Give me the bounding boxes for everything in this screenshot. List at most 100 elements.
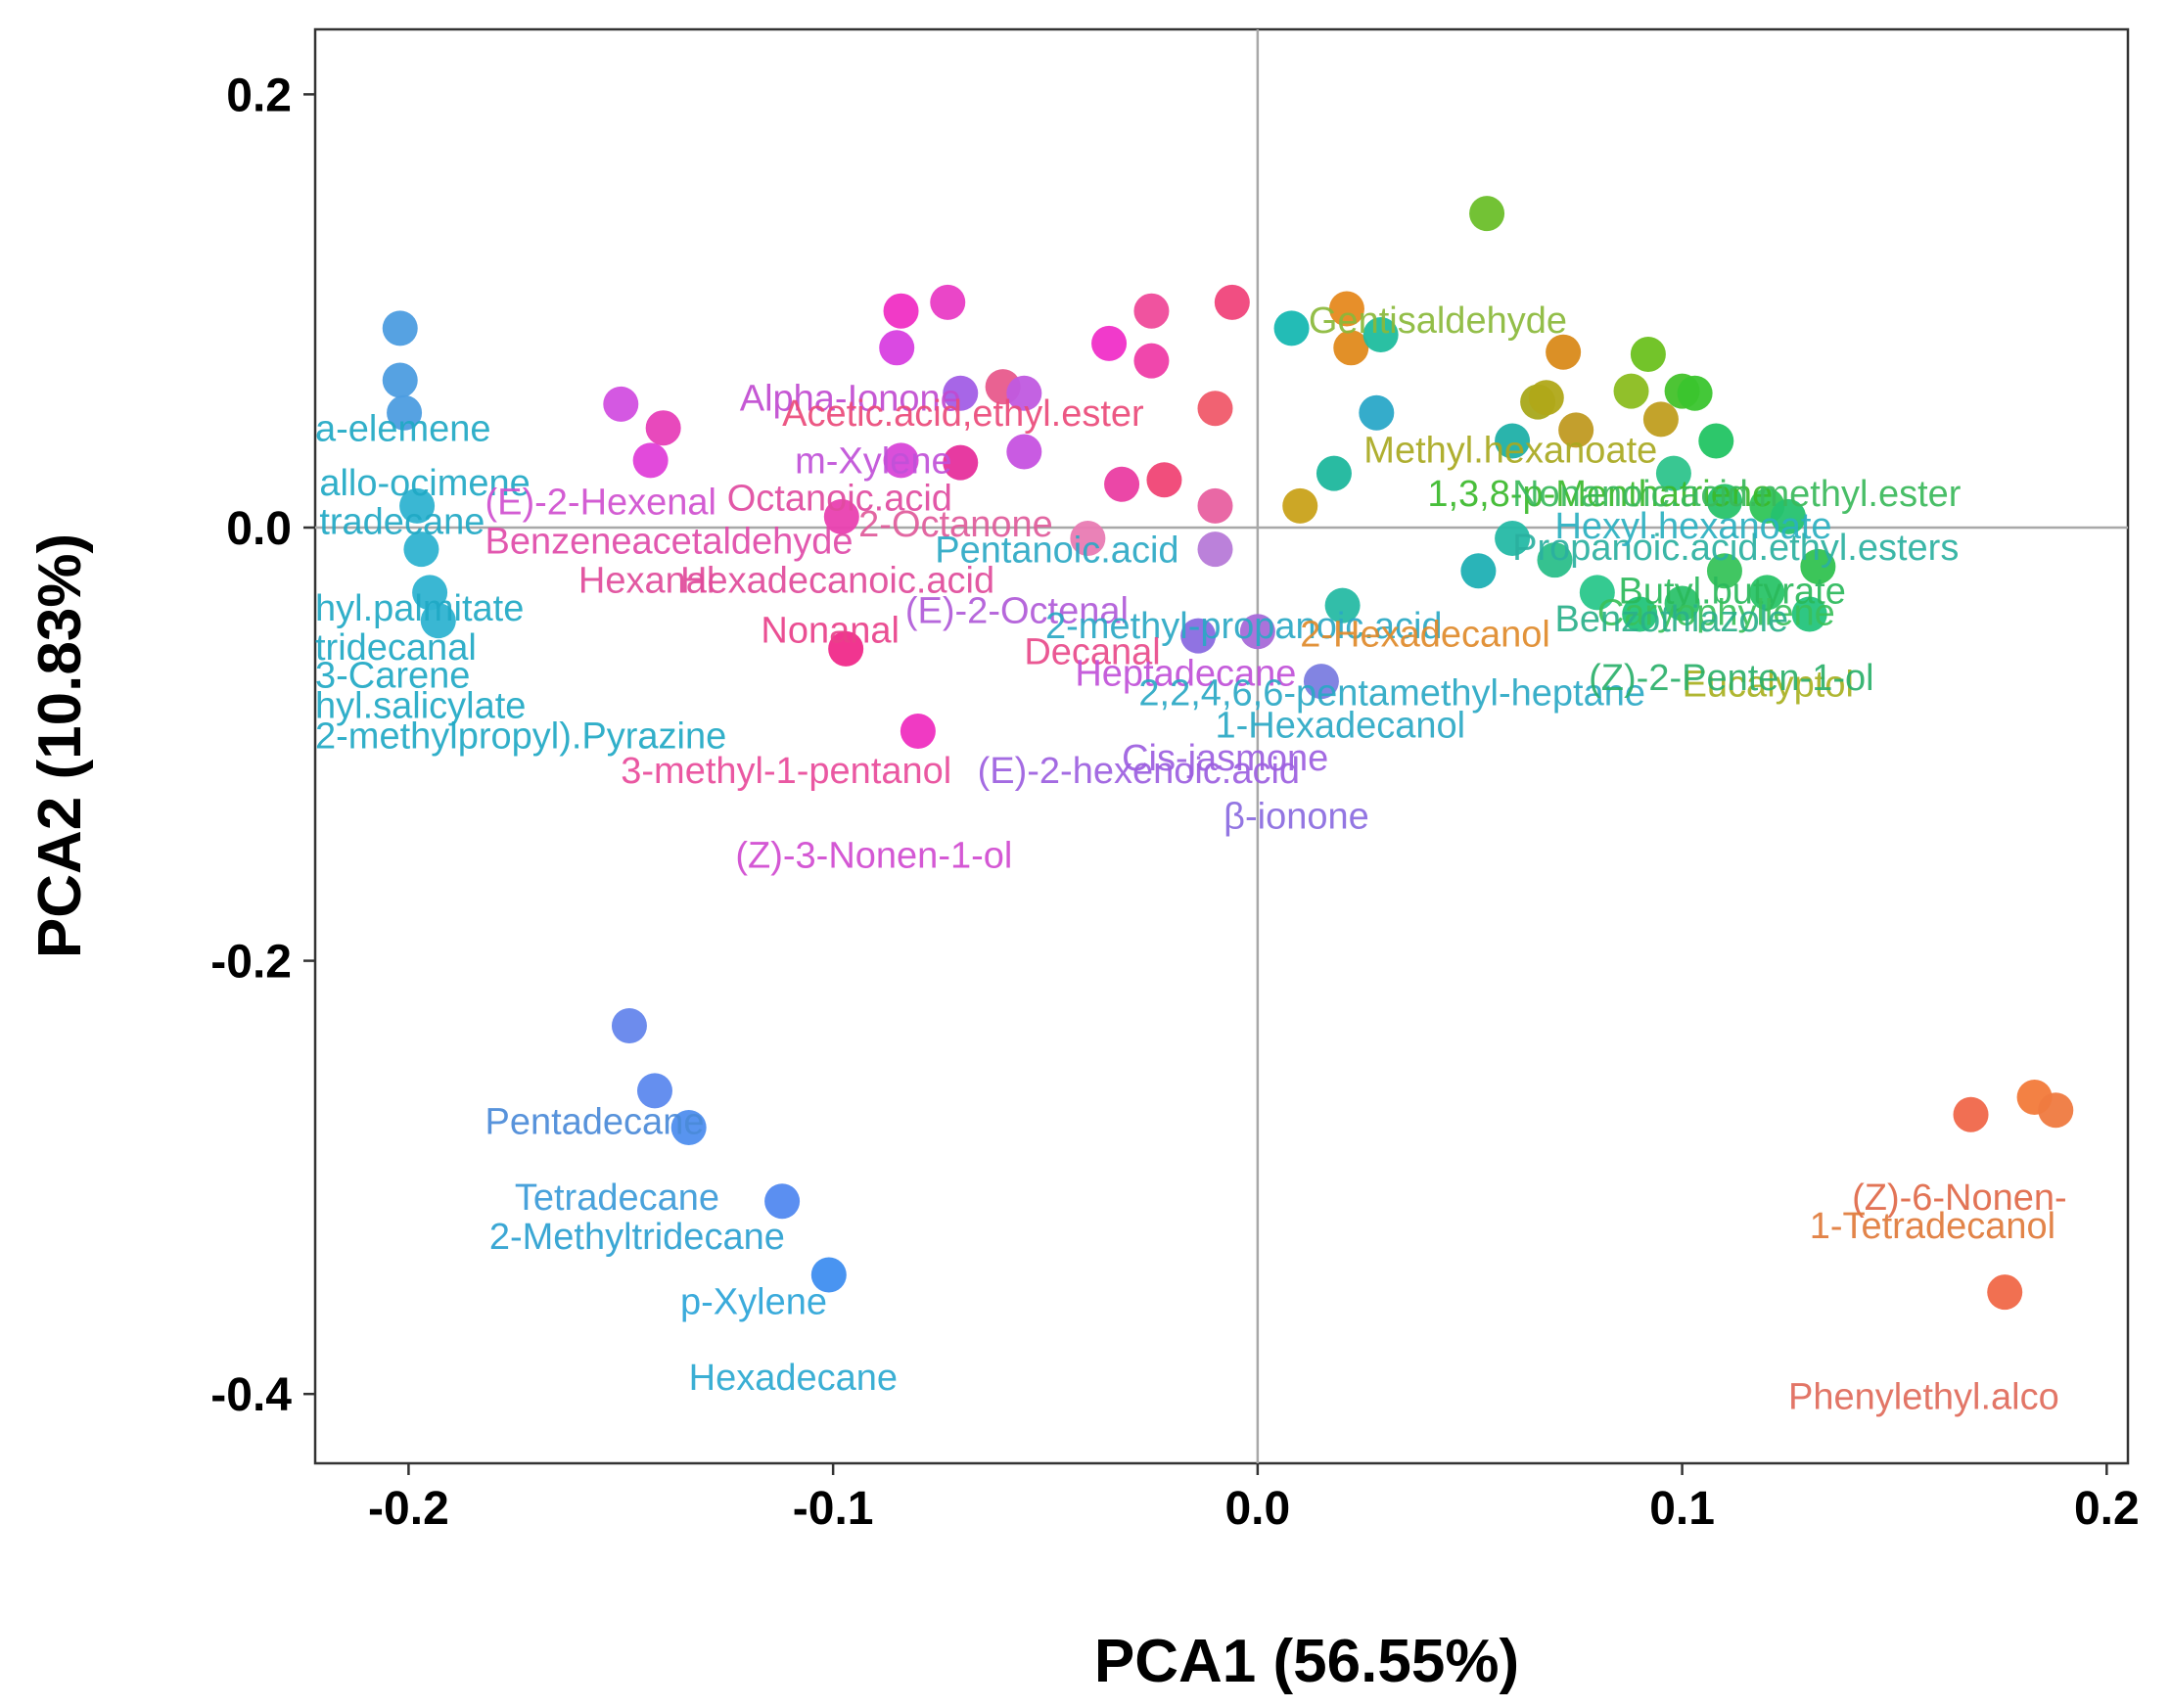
data-point bbox=[943, 444, 979, 481]
data-point bbox=[1197, 391, 1233, 427]
data-point bbox=[1706, 553, 1742, 589]
data-point bbox=[420, 603, 456, 639]
point-label: 2-methylpropyl).Pyrazine bbox=[315, 716, 726, 758]
point-label: Gentisaldehyde bbox=[1309, 300, 1567, 342]
data-point bbox=[1324, 587, 1361, 623]
data-point bbox=[1495, 423, 1531, 459]
y-axis-title: PCA2 (10.83%) bbox=[26, 533, 94, 958]
data-point bbox=[1749, 575, 1785, 611]
data-point bbox=[1070, 521, 1106, 557]
data-point bbox=[1953, 1096, 1989, 1132]
data-point bbox=[764, 1183, 801, 1220]
y-tick-label: 0.2 bbox=[226, 69, 292, 121]
point-label: Phenylethyl.alco bbox=[1788, 1377, 2059, 1418]
data-point bbox=[399, 487, 436, 524]
data-point bbox=[1642, 401, 1679, 438]
y-tick-label: 0.0 bbox=[226, 503, 292, 555]
point-label: 2-Hexadecanol bbox=[1300, 615, 1550, 656]
point-label: m-Xylene bbox=[795, 441, 952, 483]
data-point bbox=[1460, 553, 1497, 589]
data-point bbox=[1328, 291, 1364, 327]
data-point bbox=[1333, 330, 1369, 366]
point-label: 1-Hexadecanol bbox=[1215, 706, 1465, 747]
point-label: 3-methyl-1-pentanol bbox=[621, 751, 951, 792]
data-point bbox=[879, 330, 915, 366]
point-label: Methyl.hexanoate bbox=[1363, 431, 1657, 472]
point-label: Tetradecane bbox=[515, 1177, 719, 1219]
point-label: hyl.palmitate bbox=[315, 588, 524, 629]
data-point bbox=[1303, 664, 1339, 700]
point-label: Hexanal bbox=[578, 560, 715, 601]
data-point bbox=[412, 575, 448, 611]
x-axis-title: PCA1 (56.55%) bbox=[1094, 1628, 1519, 1695]
x-tick-label: 0.2 bbox=[2074, 1483, 2140, 1535]
data-point bbox=[1495, 521, 1531, 557]
data-point bbox=[1197, 487, 1233, 524]
point-label: Caryophyllene bbox=[1597, 593, 1835, 634]
data-point bbox=[1706, 484, 1742, 520]
data-point bbox=[1771, 498, 1807, 534]
point-label: p-Xylene bbox=[680, 1281, 827, 1322]
data-point bbox=[1359, 394, 1395, 431]
point-label: Heptadecane bbox=[1075, 654, 1296, 695]
data-point bbox=[1316, 455, 1352, 491]
point-label: (Z)-6-Nonen- bbox=[1852, 1177, 2067, 1219]
point-label: (Z)-2-Penten-1-ol bbox=[1589, 658, 1873, 699]
data-point bbox=[1791, 596, 1827, 632]
data-point bbox=[1698, 423, 1734, 459]
data-point bbox=[1362, 317, 1399, 353]
data-point bbox=[1197, 531, 1233, 568]
data-point bbox=[1239, 614, 1275, 650]
point-label: (E)-2-hexenoic.acid bbox=[978, 751, 1300, 792]
data-point bbox=[883, 293, 919, 329]
data-point bbox=[1655, 455, 1691, 491]
data-point bbox=[810, 1257, 847, 1293]
data-point bbox=[1677, 375, 1713, 411]
data-point bbox=[1622, 596, 1658, 632]
point-label: 2-methyl-propanoic.acid bbox=[1045, 606, 1443, 647]
data-point bbox=[636, 1073, 672, 1109]
data-point bbox=[930, 284, 966, 320]
point-label: tridecanal bbox=[315, 627, 477, 669]
data-point bbox=[1006, 434, 1042, 470]
data-point bbox=[382, 310, 418, 346]
data-point bbox=[900, 714, 936, 750]
data-point bbox=[611, 1007, 647, 1043]
data-point bbox=[382, 362, 418, 398]
data-point bbox=[2038, 1092, 2074, 1129]
point-label: Alpha-Ionone bbox=[740, 378, 961, 419]
point-label: Benzothiazole bbox=[1554, 599, 1788, 640]
data-point bbox=[1214, 284, 1250, 320]
y-tick-label: -0.4 bbox=[210, 1369, 292, 1421]
point-label: Hexyl.hexanoate bbox=[1554, 506, 1831, 547]
point-label: Octanoic.acid bbox=[727, 478, 952, 519]
point-label: Eucalyptol bbox=[1683, 665, 1854, 706]
point-label: (Z)-3-Nonen-1-ol bbox=[735, 835, 1012, 876]
point-label: Butyl.butyrate bbox=[1619, 571, 1846, 612]
data-point bbox=[1133, 343, 1170, 379]
data-point bbox=[387, 394, 423, 431]
data-point bbox=[1133, 293, 1170, 329]
point-label: Benzeneacetaldehyde bbox=[485, 522, 853, 563]
data-point bbox=[1800, 548, 1836, 584]
data-point bbox=[1273, 310, 1310, 346]
x-tick-label: 0.1 bbox=[1649, 1483, 1715, 1535]
point-label: 2,2,4,6,6-pentamethyl-heptane bbox=[1138, 672, 1645, 714]
data-point bbox=[1579, 575, 1615, 611]
data-point bbox=[1664, 585, 1700, 622]
point-label: Nonanoic.acid.methyl.ester bbox=[1512, 474, 1962, 515]
point-label: Hexadecane bbox=[689, 1358, 898, 1399]
point-label: Acetic.acid,ethyl.ester bbox=[782, 393, 1144, 435]
x-tick-label: -0.1 bbox=[793, 1483, 874, 1535]
x-tick-label: 0.0 bbox=[1224, 1483, 1290, 1535]
point-label: Pentadecane bbox=[485, 1102, 704, 1143]
data-point bbox=[1180, 618, 1217, 654]
y-tick-label: -0.2 bbox=[210, 937, 292, 989]
data-point bbox=[1537, 542, 1573, 578]
x-tick-label: -0.2 bbox=[368, 1483, 449, 1535]
point-label: 1,3,8-p-Menthatriene bbox=[1427, 474, 1773, 515]
point-label: Decanal bbox=[1024, 631, 1160, 672]
data-point bbox=[1006, 375, 1042, 411]
data-point bbox=[1104, 466, 1140, 502]
